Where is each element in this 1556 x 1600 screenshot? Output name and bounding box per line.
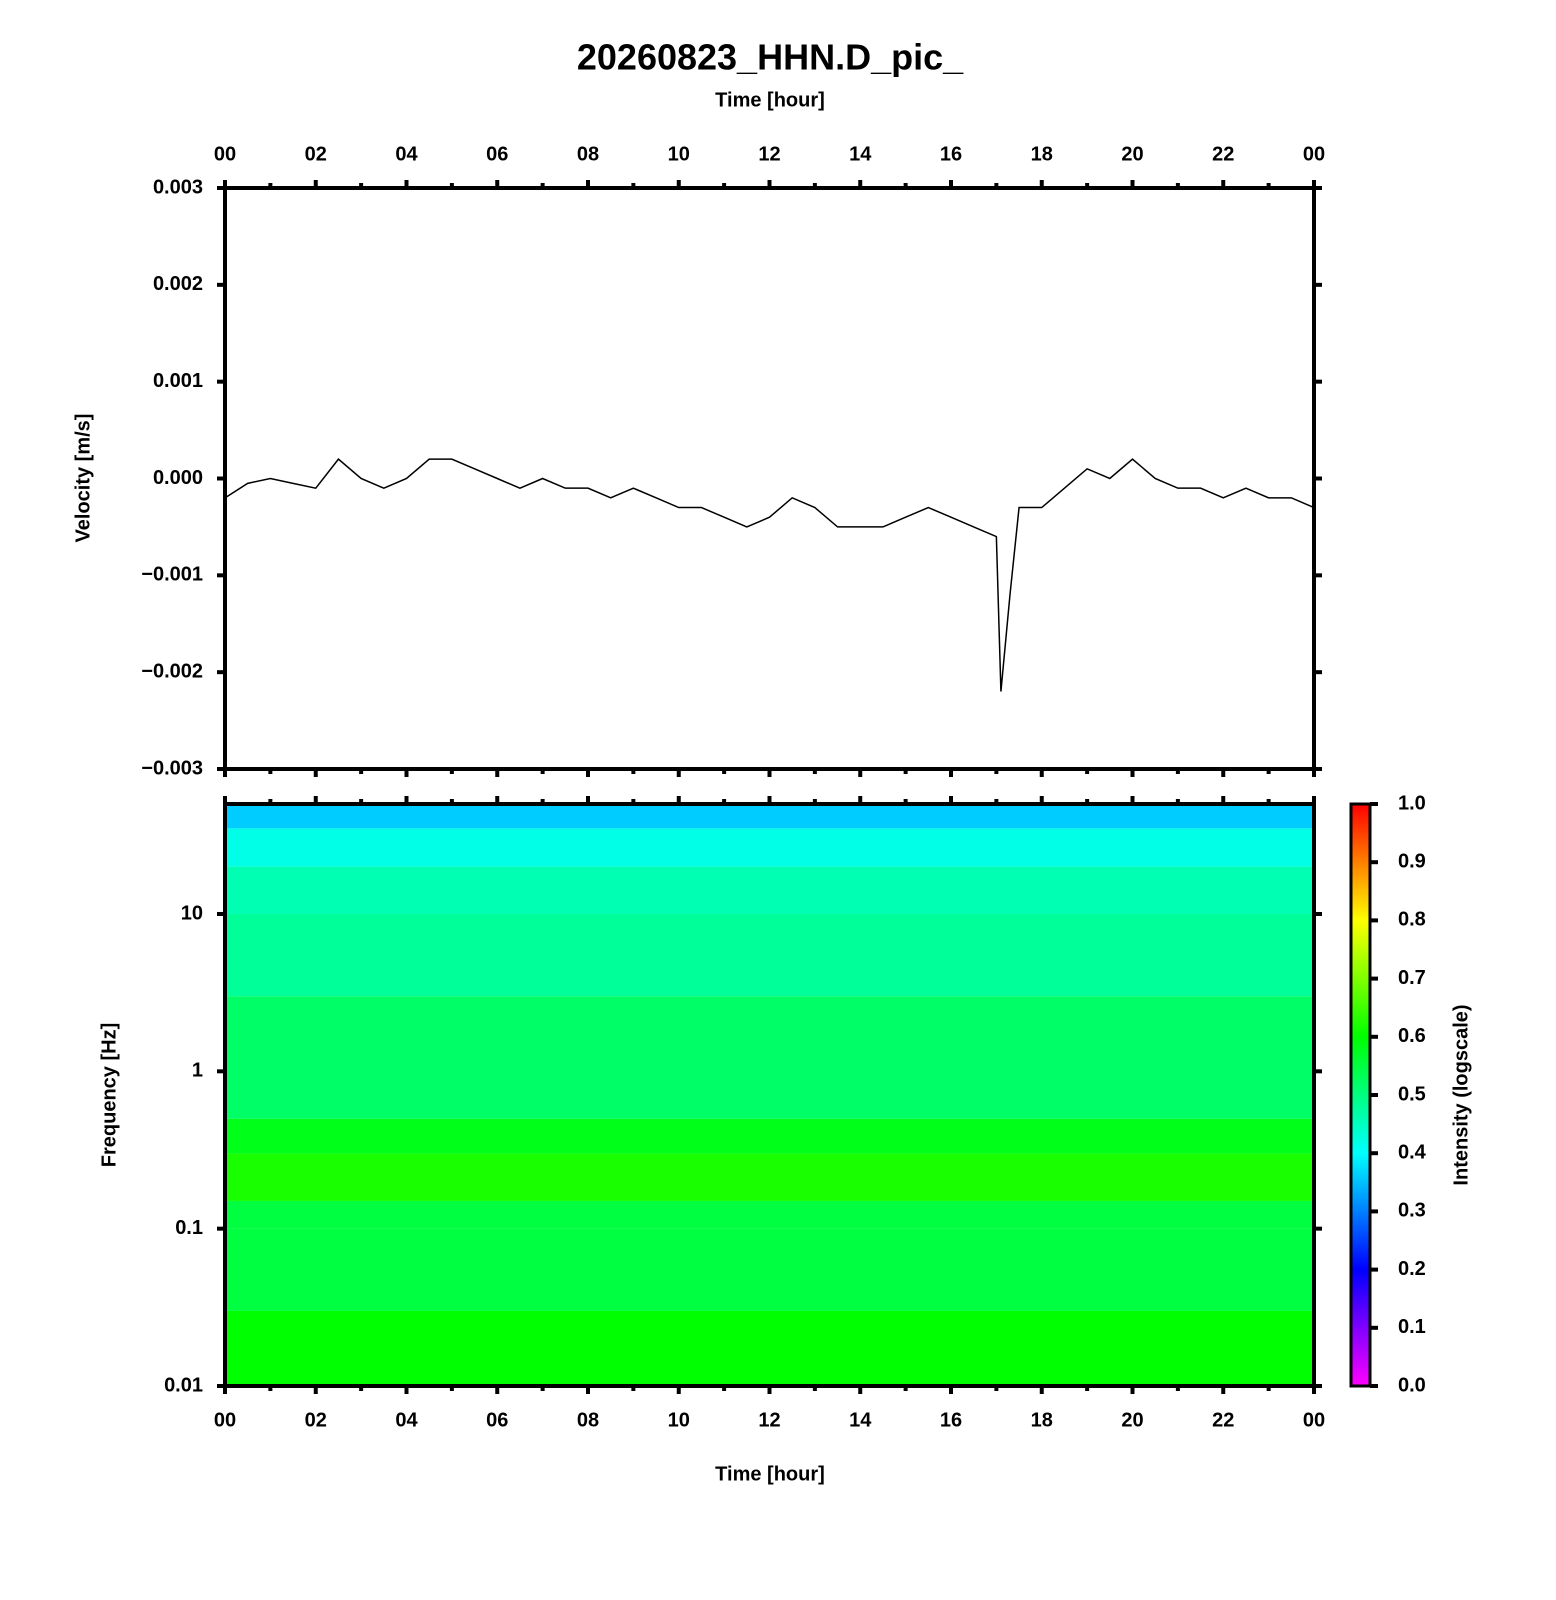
y-tick-label: 0.003 (153, 176, 203, 198)
plot-frame (223, 186, 1316, 771)
colorbar-tick-label: 0.1 (1398, 1316, 1426, 1338)
colorbar-tick-label: 0.4 (1398, 1141, 1427, 1163)
x-tick-label: 20 (1121, 143, 1143, 165)
y-tick-label: 0.002 (153, 273, 203, 295)
waveform (224, 458, 1315, 692)
x-tick-label: 06 (486, 1409, 508, 1431)
x-tick-label: 00 (214, 1409, 236, 1431)
x-tick-label: 04 (395, 143, 418, 165)
y-tick-label: 1 (192, 1060, 203, 1082)
colorbar-tick-label: 0.7 (1398, 967, 1426, 989)
x-tick-label: 22 (1212, 143, 1234, 165)
y-tick-label: −0.003 (141, 757, 203, 779)
x-tick-label: 02 (305, 143, 327, 165)
spectrogram-band (225, 1153, 1314, 1201)
colorbar (1349, 802, 1372, 1388)
spectrogram-band (225, 996, 1314, 1119)
colorbar-title: Intensity (logscale) (1450, 1004, 1472, 1185)
y-tick-label: 0.1 (175, 1217, 203, 1239)
x-tick-label: 00 (1303, 143, 1325, 165)
colorbar-tick-label: 0.3 (1398, 1200, 1426, 1222)
y-tick-label: 10 (181, 902, 203, 924)
x-tick-label: 00 (1303, 1409, 1325, 1431)
colorbar-tick-label: 0.8 (1398, 909, 1426, 931)
x-tick-label: 08 (577, 143, 599, 165)
y-tick-label: 0.01 (164, 1374, 203, 1396)
x-tick-label: 02 (305, 1409, 327, 1431)
x-tick-label: 18 (1031, 143, 1053, 165)
spectrogram-band (225, 1310, 1314, 1386)
spectrogram-band (225, 1200, 1314, 1229)
y-axis-title: Velocity [m/s] (72, 414, 94, 543)
spectrogram-band (225, 804, 1314, 829)
spectrogram-band (225, 828, 1314, 867)
y-tick-label: 0.001 (153, 370, 203, 392)
x-tick-label: 12 (758, 143, 780, 165)
spectrogram-band (225, 1228, 1314, 1311)
x-tick-label: 20 (1121, 1409, 1143, 1431)
x-tick-label: 16 (940, 143, 962, 165)
y-axis-title: Frequency [Hz] (98, 1023, 120, 1167)
colorbar-tick-label: 0.0 (1398, 1374, 1426, 1396)
x-tick-label: 16 (940, 1409, 962, 1431)
x-tick-label: 14 (849, 143, 872, 165)
spectrogram-band (225, 1118, 1314, 1154)
x-tick-label: 12 (758, 1409, 780, 1431)
spectrogram-band (225, 913, 1314, 997)
x-tick-label: 04 (395, 1409, 418, 1431)
colorbar-tick-label: 1.0 (1398, 792, 1426, 814)
spectrogram-band (225, 866, 1314, 914)
x-tick-label: 22 (1212, 1409, 1234, 1431)
x-tick-label: 14 (849, 1409, 872, 1431)
colorbar-tick-label: 0.5 (1398, 1083, 1426, 1105)
x-tick-label: 08 (577, 1409, 599, 1431)
x-axis-title: Time [hour] (715, 1463, 825, 1485)
x-tick-label: 10 (668, 143, 690, 165)
colorbar-tick-label: 0.6 (1398, 1025, 1426, 1047)
chart-title: 20260823_HHN.D_pic_ (577, 37, 964, 78)
x-tick-label: 00 (214, 143, 236, 165)
x-axis-title: Time [hour] (715, 89, 825, 111)
colorbar-tick-label: 0.9 (1398, 850, 1426, 872)
x-tick-label: 18 (1031, 1409, 1053, 1431)
x-tick-label: 10 (668, 1409, 690, 1431)
plot-frame (223, 802, 1316, 1388)
colorbar-tick-label: 0.2 (1398, 1258, 1426, 1280)
y-tick-label: −0.002 (141, 660, 203, 682)
y-tick-label: −0.001 (141, 564, 203, 586)
x-tick-label: 06 (486, 143, 508, 165)
y-tick-label: 0.000 (153, 467, 203, 489)
